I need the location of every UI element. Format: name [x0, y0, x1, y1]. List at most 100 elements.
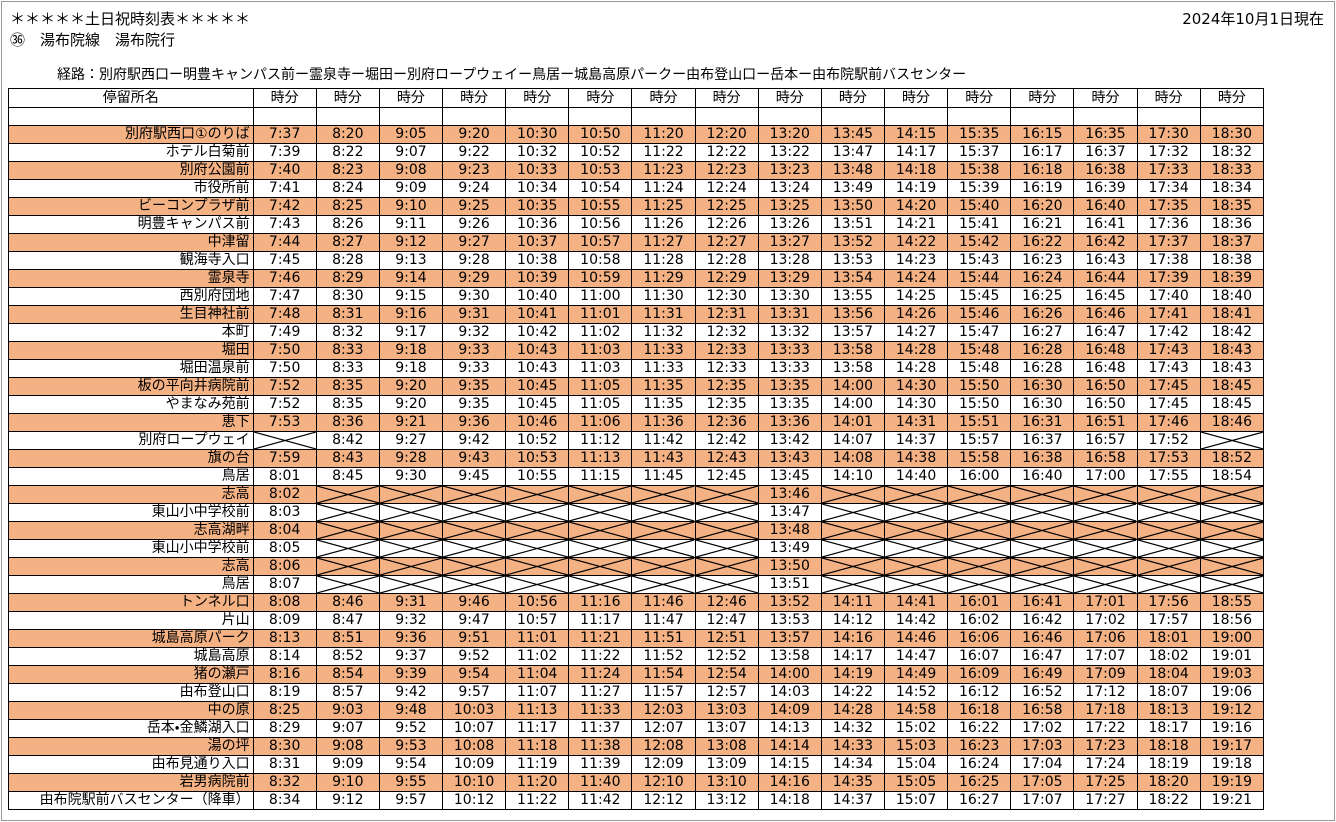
- cross-mark: [822, 504, 884, 521]
- no-service-cell: [441, 521, 507, 540]
- time-cell: 15:43: [947, 251, 1012, 270]
- no-service-cell: [568, 557, 633, 576]
- header-row: 停留所名 時分 時分 時分 時分 時分 時分 時分 時分 時分 時分 時分 時分 時分 時分 時分 時分: [8, 88, 1265, 108]
- stop-name: 志高: [8, 557, 254, 576]
- time-cell: 10:56: [505, 593, 570, 612]
- time-cell: 17:42: [1136, 323, 1201, 342]
- cross-mark: [506, 486, 568, 503]
- time-cell: 18:46: [1199, 413, 1265, 432]
- time-cell: 17:06: [1073, 629, 1138, 648]
- cross-mark: [443, 522, 505, 539]
- time-cell: 13:20: [757, 125, 822, 144]
- time-cell: 14:18: [757, 791, 822, 810]
- time-cell: 16:02: [947, 611, 1012, 630]
- time-cell: 9:52: [441, 647, 507, 666]
- cross-line: [1138, 540, 1200, 557]
- time-cell: 16:30: [1010, 395, 1075, 414]
- time-cell: 12:25: [694, 197, 759, 216]
- time-cell: 12:28: [694, 251, 759, 270]
- time-cell: 18:45: [1199, 395, 1265, 414]
- no-service-cell: [1199, 575, 1265, 594]
- time-cell: 13:49: [757, 539, 822, 558]
- no-service-cell: [1073, 575, 1138, 594]
- time-cell: 11:17: [568, 611, 633, 630]
- time-cell: 10:41: [505, 305, 570, 324]
- time-cell: 9:20: [378, 377, 444, 396]
- cross-mark: [1201, 486, 1263, 503]
- time-cell: 14:01: [820, 413, 885, 432]
- time-cell: 15:45: [947, 287, 1012, 306]
- no-service-cell: [883, 503, 949, 522]
- time-cell: 13:51: [757, 575, 822, 594]
- time-cell: 13:49: [820, 179, 885, 198]
- cross-mark: [1201, 432, 1263, 449]
- time-cell: 11:29: [631, 269, 696, 288]
- time-cell: 8:07: [252, 575, 317, 594]
- no-service-cell: [568, 539, 633, 558]
- cross-line: [1201, 576, 1263, 593]
- time-header: 時分: [1199, 88, 1265, 108]
- time-cell: 8:25: [315, 197, 380, 216]
- time-cell: 11:02: [568, 323, 633, 342]
- time-cell: 11:33: [631, 341, 696, 360]
- time-cell: 14:49: [883, 665, 949, 684]
- no-service-cell: [1199, 485, 1265, 504]
- time-cell: 18:17: [1136, 719, 1201, 738]
- no-service-cell: [378, 539, 444, 558]
- cross-mark: [696, 540, 758, 557]
- time-cell: 16:00: [947, 467, 1012, 486]
- time-cell: 15:50: [947, 395, 1012, 414]
- time-cell: 18:19: [1136, 755, 1201, 774]
- time-cell: 10:43: [505, 359, 570, 378]
- time-cell: 8:35: [315, 395, 380, 414]
- time-cell: 8:28: [315, 251, 380, 270]
- time-cell: 14:11: [820, 593, 885, 612]
- time-cell: 13:43: [757, 449, 822, 468]
- time-cell: 9:57: [378, 791, 444, 810]
- time-cell: 17:37: [1136, 233, 1201, 252]
- time-cell: 14:23: [883, 251, 949, 270]
- time-cell: 11:42: [631, 431, 696, 450]
- time-cell: 9:54: [378, 755, 444, 774]
- cross-mark: [948, 486, 1010, 503]
- time-cell: 16:27: [947, 791, 1012, 810]
- time-cell: 18:04: [1136, 665, 1201, 684]
- time-cell: 16:07: [947, 647, 1012, 666]
- time-header: 時分: [1010, 88, 1075, 108]
- time-cell: 10:52: [568, 143, 633, 162]
- time-cell: 8:42: [315, 431, 380, 450]
- cross-mark: [380, 522, 442, 539]
- cross-mark: [696, 558, 758, 575]
- time-cell: 7:50: [252, 341, 317, 360]
- time-cell: 14:37: [883, 431, 949, 450]
- time-cell: 9:10: [315, 773, 380, 792]
- time-cell: 15:44: [947, 269, 1012, 288]
- no-service-cell: [315, 539, 380, 558]
- time-cell: 13:57: [820, 323, 885, 342]
- stop-row: 志高 8:02 13:46: [8, 485, 1265, 504]
- time-cell: 9:54: [441, 665, 507, 684]
- time-cell: 15:48: [947, 341, 1012, 360]
- cross-line: [443, 540, 505, 557]
- time-cell: 11:20: [631, 125, 696, 144]
- cross-mark: [632, 576, 694, 593]
- time-cell: 13:33: [757, 341, 822, 360]
- time-cell: 10:56: [568, 215, 633, 234]
- cross-line: [822, 486, 884, 503]
- cross-mark: [506, 504, 568, 521]
- time-cell: 13:35: [757, 395, 822, 414]
- cross-line: [1138, 522, 1200, 539]
- time-header: 時分: [568, 88, 633, 108]
- time-cell: 7:50: [252, 359, 317, 378]
- time-cell: 8:29: [315, 269, 380, 288]
- time-cell: 11:25: [631, 197, 696, 216]
- blank-row: [8, 107, 1265, 126]
- time-cell: 7:39: [252, 143, 317, 162]
- cross-line: [822, 540, 884, 557]
- time-cell: 15:41: [947, 215, 1012, 234]
- cross-line: [506, 540, 568, 557]
- time-cell: 11:24: [568, 665, 633, 684]
- time-cell: 15:35: [947, 125, 1012, 144]
- time-cell: 13:30: [757, 287, 822, 306]
- time-cell: 9:53: [378, 737, 444, 756]
